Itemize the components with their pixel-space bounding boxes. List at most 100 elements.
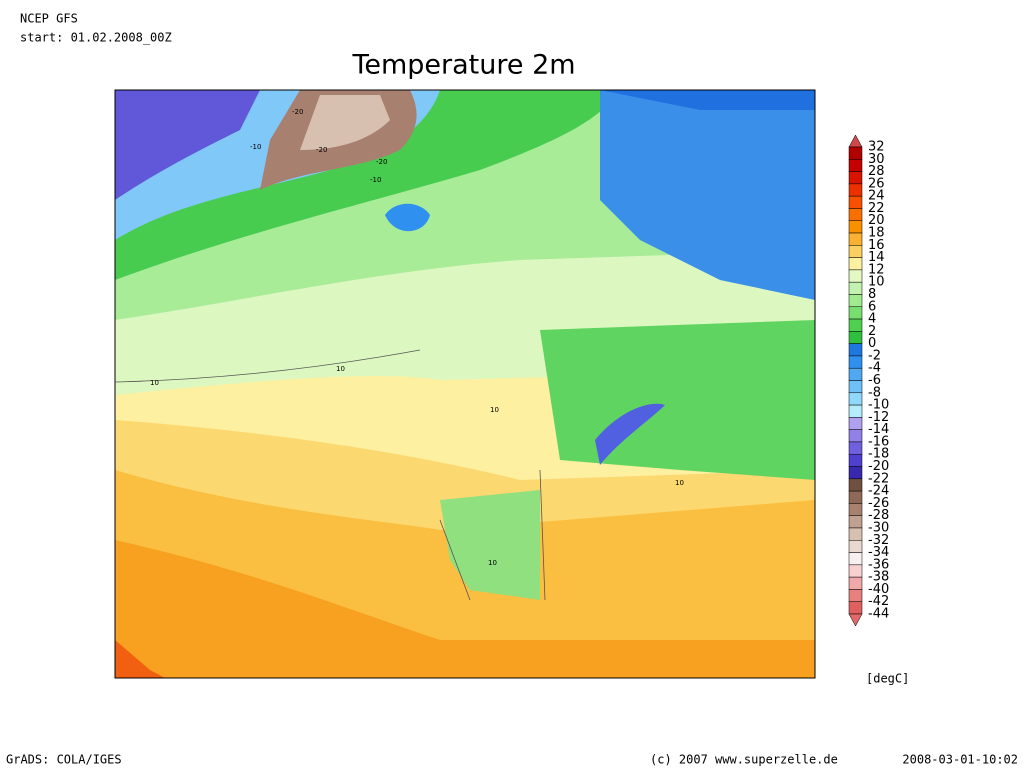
legend-level: 8 <box>868 287 876 302</box>
contour-label: -20 <box>292 108 303 116</box>
footer-center: (c) 2007 www.superzelle.de <box>650 753 838 767</box>
contour-label: 10 <box>675 479 684 487</box>
legend-swatch <box>848 404 863 418</box>
legend-swatch <box>848 515 863 529</box>
legend-level: -42 <box>868 594 889 609</box>
legend-unit: [degC] <box>866 672 909 686</box>
legend-swatch <box>848 208 863 221</box>
legend-level: -6 <box>868 373 881 388</box>
legend-level: -14 <box>868 422 889 437</box>
legend-level: -8 <box>868 385 881 400</box>
legend-level: 22 <box>868 201 885 216</box>
contour-label: 10 <box>490 406 499 414</box>
legend-swatch <box>848 490 863 504</box>
legend-level: 20 <box>868 213 885 228</box>
legend: 32302826242220181614121086420-2-4-6-8-10… <box>848 134 889 627</box>
legend-level: 14 <box>868 250 885 265</box>
model-label: NCEP GFS <box>20 12 78 26</box>
legend-level: 2 <box>868 324 876 339</box>
legend-level: -12 <box>868 410 889 425</box>
footer-right: 2008-03-01-10:02 <box>902 753 1018 767</box>
legend-level: -4 <box>868 361 881 376</box>
legend-level: -34 <box>868 545 889 560</box>
legend-swatch <box>848 343 863 357</box>
legend-swatch <box>848 159 863 172</box>
legend-swatch <box>848 281 863 295</box>
legend-level: -10 <box>868 398 889 413</box>
legend-swatch <box>848 453 863 467</box>
legend-level: -24 <box>868 484 889 499</box>
legend-swatch <box>848 220 863 234</box>
legend-level: 12 <box>868 262 885 277</box>
legend-level: 4 <box>868 312 876 327</box>
legend-swatch <box>848 478 863 492</box>
legend-swatch <box>848 245 863 258</box>
legend-level: -32 <box>868 533 889 548</box>
legend-arrow <box>848 134 863 148</box>
legend-level: 24 <box>868 189 885 204</box>
contour-label: -10 <box>250 143 261 151</box>
legend-level: -18 <box>868 447 889 462</box>
legend-level: -30 <box>868 520 889 535</box>
contour-label: 10 <box>150 379 159 387</box>
legend-level: -38 <box>868 570 889 585</box>
contour-label: 10 <box>336 365 345 373</box>
legend-level: -2 <box>868 348 881 363</box>
legend-level: 26 <box>868 176 885 191</box>
contour-label: -10 <box>370 176 381 184</box>
legend-swatch <box>848 441 863 455</box>
legend-swatch <box>848 429 863 443</box>
legend-level: 10 <box>868 275 885 290</box>
legend-swatch <box>848 503 863 516</box>
legend-swatch <box>848 294 863 308</box>
legend-level: -36 <box>868 557 889 572</box>
legend-swatch <box>848 306 863 320</box>
legend-swatch <box>848 564 863 578</box>
map-frame <box>114 89 816 679</box>
legend-level: -40 <box>868 582 889 597</box>
contour-label: -20 <box>376 158 387 166</box>
legend-swatch <box>848 392 863 406</box>
legend-swatch <box>848 195 863 209</box>
legend-level: 16 <box>868 238 885 253</box>
start-label: start: 01.02.2008_00Z <box>20 31 172 45</box>
legend-swatch <box>848 380 863 394</box>
footer-left: GrADS: COLA/IGES <box>6 753 122 767</box>
legend-swatch <box>848 171 863 185</box>
legend-level: -20 <box>868 459 889 474</box>
legend-level: 0 <box>868 336 876 351</box>
legend-level: -28 <box>868 508 889 523</box>
legend-level: 32 <box>868 140 885 155</box>
legend-swatch <box>848 527 863 541</box>
legend-level: 18 <box>868 226 885 241</box>
legend-level: -16 <box>868 434 889 449</box>
legend-swatch <box>848 183 863 197</box>
legend-swatch <box>848 269 863 283</box>
legend-level: -22 <box>868 471 889 486</box>
legend-swatch <box>848 146 863 160</box>
contour-label: -20 <box>316 146 327 154</box>
title: Temperature 2m <box>351 50 575 81</box>
legend-swatch <box>848 466 863 480</box>
map <box>115 90 815 678</box>
legend-swatch <box>848 589 863 602</box>
legend-swatch <box>848 576 863 590</box>
legend-swatch <box>848 257 863 271</box>
legend-swatch <box>848 540 863 553</box>
legend-swatch <box>848 552 863 566</box>
legend-arrow <box>848 613 863 627</box>
legend-swatch <box>848 417 863 430</box>
legend-swatch <box>848 331 863 344</box>
contour-label: 10 <box>488 559 497 567</box>
legend-level: 30 <box>868 152 885 167</box>
legend-swatch <box>848 367 863 381</box>
legend-swatch <box>848 601 863 615</box>
legend-swatch <box>848 232 863 246</box>
legend-level: -44 <box>868 607 889 622</box>
legend-swatch <box>848 318 863 332</box>
contours <box>114 349 546 601</box>
legend-level: 28 <box>868 164 885 179</box>
legend-swatch <box>848 355 863 369</box>
legend-level: 6 <box>868 299 876 314</box>
